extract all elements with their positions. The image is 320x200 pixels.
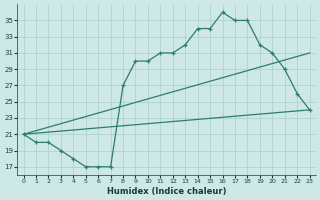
X-axis label: Humidex (Indice chaleur): Humidex (Indice chaleur): [107, 187, 226, 196]
